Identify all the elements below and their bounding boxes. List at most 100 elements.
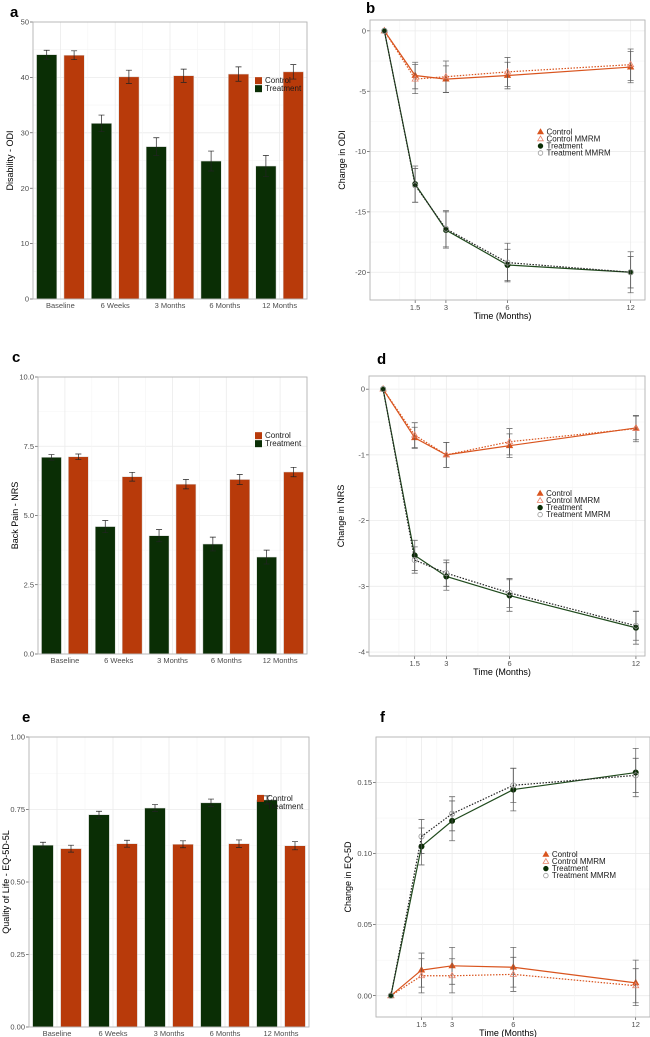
bar-treatment [95, 526, 116, 655]
legend-swatch-treatment [255, 440, 262, 448]
y-tick-label: 0.25 [10, 950, 25, 959]
x-axis-label: Time (Months) [479, 1028, 537, 1037]
error-bar [449, 796, 456, 832]
error-bar [40, 841, 46, 849]
plot-border [375, 736, 650, 1018]
marker-control-mmrm [442, 72, 450, 80]
x-tick-label: 12 [632, 1020, 640, 1029]
bar-treatment [144, 807, 166, 1028]
legend-label: Control [265, 431, 291, 440]
marker-treatment-mmrm [449, 810, 456, 817]
y-tick-label: 2.5 [24, 580, 34, 589]
error-bar [412, 168, 419, 203]
error-bar [125, 69, 132, 84]
error-bar [182, 479, 189, 490]
error-bar [632, 610, 639, 641]
error-bar [180, 840, 186, 849]
panel-label: e [22, 709, 30, 726]
y-tick-label: -1 [358, 450, 365, 459]
legend-marker [536, 496, 544, 503]
legend-marker [542, 857, 550, 864]
bar-treatment [256, 556, 277, 655]
legend-marker [542, 850, 550, 857]
x-axis-label: Time (Months) [474, 311, 532, 321]
y-tick-label: 0.10 [357, 849, 372, 858]
y-tick-label: -10 [355, 147, 366, 156]
error-bar [627, 251, 634, 294]
legend-label: Control MMRM [546, 496, 600, 505]
panel-d: d 0 -1 -2 -3 -4 Change in NRS 1.5 3 6 12 Time (Mont… [336, 351, 646, 677]
x-tick-label: 12 Months [262, 301, 297, 310]
error-bar [48, 454, 55, 461]
y-tick-label: 0 [25, 295, 29, 304]
y-tick-label: -4 [358, 648, 365, 657]
error-bar [153, 137, 160, 156]
marker-control-mmrm [505, 437, 514, 445]
y-axis-label: Disability - ODI [5, 130, 15, 190]
series-line-treatment-mmrm [383, 30, 631, 273]
error-bar [75, 453, 82, 460]
legend-swatch-control [255, 432, 262, 440]
error-bar [264, 795, 270, 805]
error-bar [209, 536, 216, 552]
error-bar [504, 242, 511, 283]
plot-border [368, 375, 646, 657]
x-tick-label: 6 Months [209, 301, 240, 310]
y-tick-label: 7.5 [24, 442, 34, 451]
error-bar [263, 549, 270, 565]
y-tick-label: -20 [355, 268, 366, 277]
marker-control-mmrm [448, 971, 456, 979]
x-tick-label: 12 Months [263, 1029, 298, 1037]
y-tick-label: -2 [358, 516, 365, 525]
plot-border [37, 376, 308, 655]
y-tick-label: 0.50 [10, 878, 25, 887]
y-tick-label: 10.0 [19, 373, 34, 382]
legend-label: Control MMRM [552, 857, 606, 866]
x-tick-label: 3 Months [157, 656, 188, 665]
error-bar [290, 466, 297, 478]
bar-treatment [200, 802, 222, 1028]
marker-treatment-mmrm [380, 386, 387, 393]
y-tick-label: 0.00 [10, 1023, 25, 1032]
error-bar [236, 474, 243, 485]
marker-treatment-mmrm [381, 27, 388, 34]
legend-marker [537, 504, 543, 511]
error-bar [236, 839, 242, 848]
marker-treatment-mmrm [412, 182, 419, 189]
legend-swatch-control [255, 77, 262, 85]
series-line-control-mmrm [382, 388, 637, 456]
bar-control [121, 476, 143, 655]
panel-label: b [366, 0, 375, 17]
error-bar [208, 150, 215, 172]
y-tick-label: 0.00 [357, 991, 372, 1000]
marker-treatment-mmrm [442, 225, 449, 232]
y-axis-label: Quality of Life - EQ-5D-5L [1, 830, 11, 934]
x-tick-label: 3 Months [155, 301, 186, 310]
error-bar [632, 968, 639, 1004]
error-bar [71, 50, 78, 61]
bar-treatment [255, 165, 277, 300]
marker-treatment-mmrm [627, 269, 634, 276]
bar-treatment [145, 146, 167, 300]
error-bar [156, 529, 163, 543]
x-tick-label: 6 Weeks [104, 656, 133, 665]
legend-label: Treatment [267, 802, 304, 811]
panel-e: e 0.00 0.25 0.50 0.75 1.00 Quality of Life - E… [1, 709, 310, 1037]
legend-marker [536, 489, 544, 496]
x-tick-label: 1.5 [410, 303, 420, 312]
x-tick-label: 6 Months [210, 1029, 241, 1037]
legend-label: Treatment [265, 439, 302, 448]
x-tick-label: Baseline [51, 656, 80, 665]
x-tick-label: 6 [505, 303, 509, 312]
panel-c: c 0.0 2.5 5.0 7.5 10.0 Back Pain - NRS Baseline… [10, 349, 308, 665]
marker-treatment-mmrm [506, 589, 513, 596]
x-tick-label: 12 Months [263, 656, 298, 665]
legend-swatch-treatment [255, 85, 262, 93]
marker-treatment-mmrm [504, 259, 511, 266]
x-tick-label: 6 Weeks [101, 301, 130, 310]
legend-marker [543, 872, 549, 879]
x-tick-label: 1.5 [410, 659, 420, 668]
marker-treatment-mmrm [418, 833, 425, 840]
series-line-control-mmrm [390, 973, 636, 997]
